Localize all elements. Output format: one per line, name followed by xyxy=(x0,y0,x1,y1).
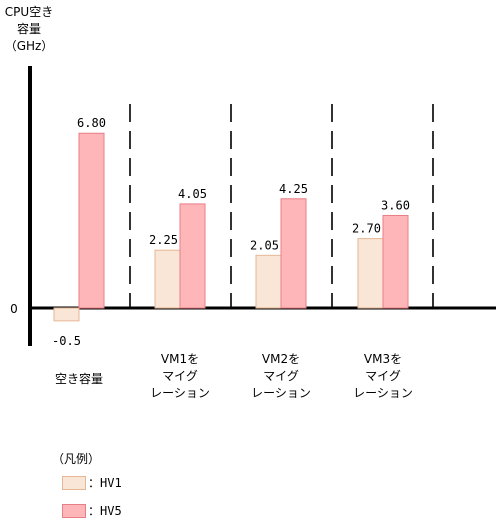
category-label-3-line-3: レーション xyxy=(251,386,311,400)
y-axis-title: CPU空き 容量 （GHz） xyxy=(0,4,58,55)
data-label-hv1-3: 2.05 xyxy=(250,238,279,252)
y-tick-label: 0 xyxy=(10,302,18,316)
legend-swatch-hv1 xyxy=(62,475,86,490)
data-label-hv5-2: 4.05 xyxy=(178,187,207,201)
category-label-4-line-2: マイグ xyxy=(365,369,401,383)
legend-item-hv5: ：HV5 xyxy=(62,502,122,519)
bar-hv1-3 xyxy=(255,254,282,309)
category-label-2-line-3: レーション xyxy=(150,386,210,400)
bar-hv5-3 xyxy=(280,198,307,309)
legend-label-hv1: ：HV1 xyxy=(88,476,122,490)
data-label-hv1-4: 2.70 xyxy=(352,222,381,236)
category-label-2-line-1: VM1を xyxy=(161,352,199,366)
category-label-3-line-2: マイグ xyxy=(263,369,299,383)
y-axis-title-line-3: （GHz） xyxy=(4,39,54,53)
legend-title: （凡例） xyxy=(52,452,101,466)
legend: （凡例） ：HV1 ：HV5 xyxy=(52,450,122,518)
category-label-2-line-2: マイグ xyxy=(162,369,198,383)
category-label-4-line-1: VM3を xyxy=(364,352,402,366)
bar-hv1-4 xyxy=(357,238,384,309)
data-label-hv5-4: 3.60 xyxy=(381,198,410,212)
data-label-hv5-3: 4.25 xyxy=(279,182,308,196)
legend-item-hv1: ：HV1 xyxy=(62,474,122,491)
category-label-3-line-1: VM2を xyxy=(262,352,300,366)
category-label-1-line-1: 空き容量 xyxy=(55,371,103,386)
bar-hv1-1 xyxy=(53,307,80,322)
bar-hv5-2 xyxy=(179,203,206,309)
bar-hv1-2 xyxy=(154,249,181,309)
data-label-hv1-1: -0.5 xyxy=(52,334,81,348)
bar-hv5-1 xyxy=(78,132,105,309)
y-axis-title-line-1: CPU空き xyxy=(4,5,54,19)
data-label-hv5-1: 6.80 xyxy=(77,116,106,130)
legend-swatch-hv5 xyxy=(62,503,86,518)
category-label-4-line-3: レーション xyxy=(353,386,413,400)
y-axis-title-line-2: 容量 xyxy=(16,22,41,36)
data-label-hv1-2: 2.25 xyxy=(149,233,178,247)
legend-label-hv5: ：HV5 xyxy=(88,504,122,518)
bar-hv5-4 xyxy=(382,214,409,309)
